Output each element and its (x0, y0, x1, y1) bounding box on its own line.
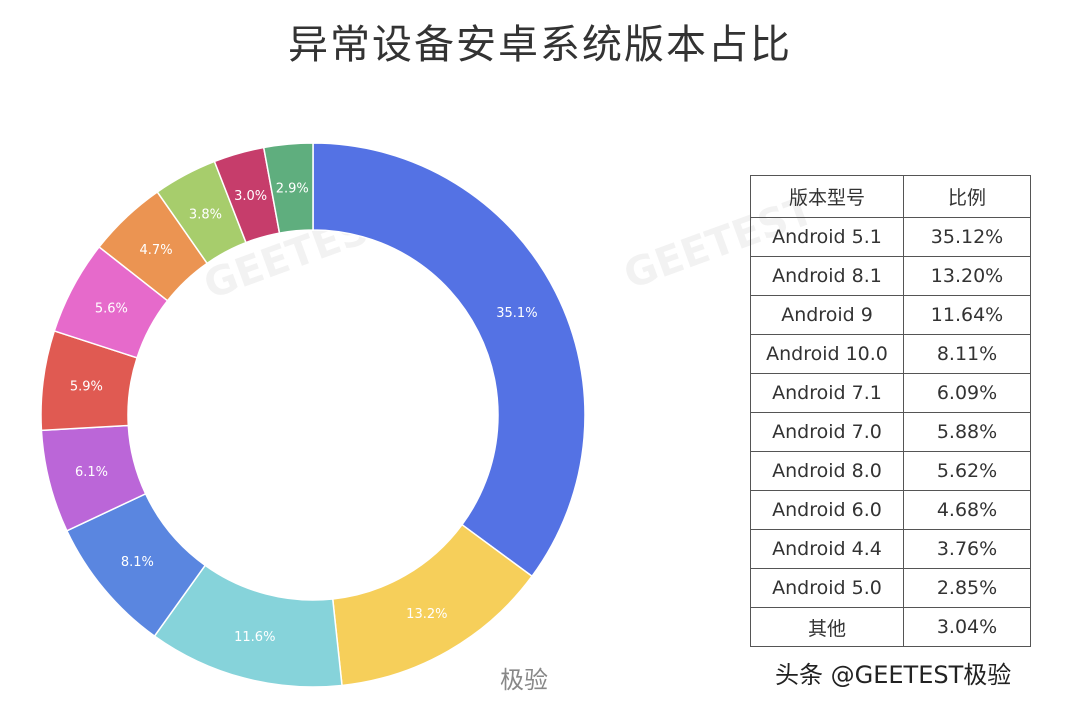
donut-chart: 35.1% 13.2% 11.6% 8.1% 6.1% 5.9% 5.6% 4.7% 3.8% 3… (40, 142, 586, 688)
table-row: Android 7.1 6.09% (750, 373, 1031, 413)
version-cell: Android 8.0 (750, 451, 904, 491)
share-cell: 13.20% (903, 256, 1031, 296)
version-cell: Android 6.0 (750, 490, 904, 530)
table-row: Android 7.0 5.88% (750, 412, 1031, 452)
weibo-watermark: 极验 (500, 666, 548, 694)
version-cell: Android 5.0 (750, 568, 904, 608)
slice-label: 11.6% (234, 630, 275, 645)
version-cell: Android 5.1 (750, 217, 904, 257)
share-cell: 8.11% (903, 334, 1031, 374)
slice-label: 6.1% (75, 465, 108, 480)
slice-label: 5.9% (70, 380, 103, 395)
share-cell: 4.68% (903, 490, 1031, 530)
table-row: Android 10.0 8.11% (750, 334, 1031, 374)
donut-slice (312, 142, 586, 578)
slice-label: 8.1% (121, 555, 154, 570)
slice-label: 3.8% (189, 207, 222, 222)
table-row: 其他 3.04% (750, 607, 1031, 647)
table-header: 版本型号 (750, 175, 904, 218)
table-row: Android 4.4 3.76% (750, 529, 1031, 569)
slice-label: 4.7% (140, 243, 173, 258)
table-row: Android 8.1 13.20% (750, 256, 1031, 296)
table-row: Android 6.0 4.68% (750, 490, 1031, 530)
version-cell: Android 7.0 (750, 412, 904, 452)
share-cell: 2.85% (903, 568, 1031, 608)
share-cell: 3.76% (903, 529, 1031, 569)
version-cell: Android 4.4 (750, 529, 904, 569)
version-cell: 其他 (750, 607, 904, 647)
source-watermark: 头条 @GEETEST极验 (775, 661, 1012, 689)
chart-title: 异常设备安卓系统版本占比 (288, 22, 792, 68)
table-header: 比例 (903, 175, 1031, 218)
version-cell: Android 9 (750, 295, 904, 335)
share-cell: 5.62% (903, 451, 1031, 491)
slice-label: 3.0% (234, 189, 267, 204)
version-cell: Android 7.1 (750, 373, 904, 413)
version-cell: Android 8.1 (750, 256, 904, 296)
data-table: 版本型号 比例 Android 5.1 35.12% Android 8.1 13.20… (750, 175, 1031, 647)
donut-slice (262, 142, 314, 234)
share-cell: 6.09% (903, 373, 1031, 413)
table-row: Android 5.0 2.85% (750, 568, 1031, 608)
slice-label: 5.6% (95, 301, 128, 316)
share-cell: 3.04% (903, 607, 1031, 647)
table-row: Android 8.0 5.62% (750, 451, 1031, 491)
table-row: Android 9 11.64% (750, 295, 1031, 335)
version-cell: Android 10.0 (750, 334, 904, 374)
slice-label: 2.9% (276, 181, 309, 196)
share-cell: 11.64% (903, 295, 1031, 335)
slice-label: 13.2% (406, 607, 447, 622)
share-cell: 35.12% (903, 217, 1031, 257)
table-row: Android 5.1 35.12% (750, 217, 1031, 257)
share-cell: 5.88% (903, 412, 1031, 452)
slice-label: 35.1% (496, 306, 537, 321)
